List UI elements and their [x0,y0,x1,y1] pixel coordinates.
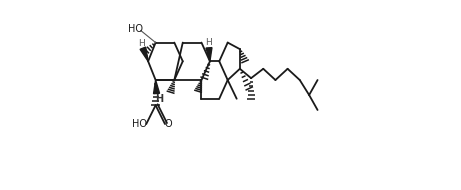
Polygon shape [140,47,148,61]
Polygon shape [206,48,212,61]
Text: H: H [206,38,213,48]
Text: HO: HO [128,25,142,34]
Text: HO: HO [132,119,147,129]
Text: O: O [165,119,172,129]
Text: H: H [155,94,163,104]
Text: H: H [138,39,144,48]
Polygon shape [154,80,160,94]
